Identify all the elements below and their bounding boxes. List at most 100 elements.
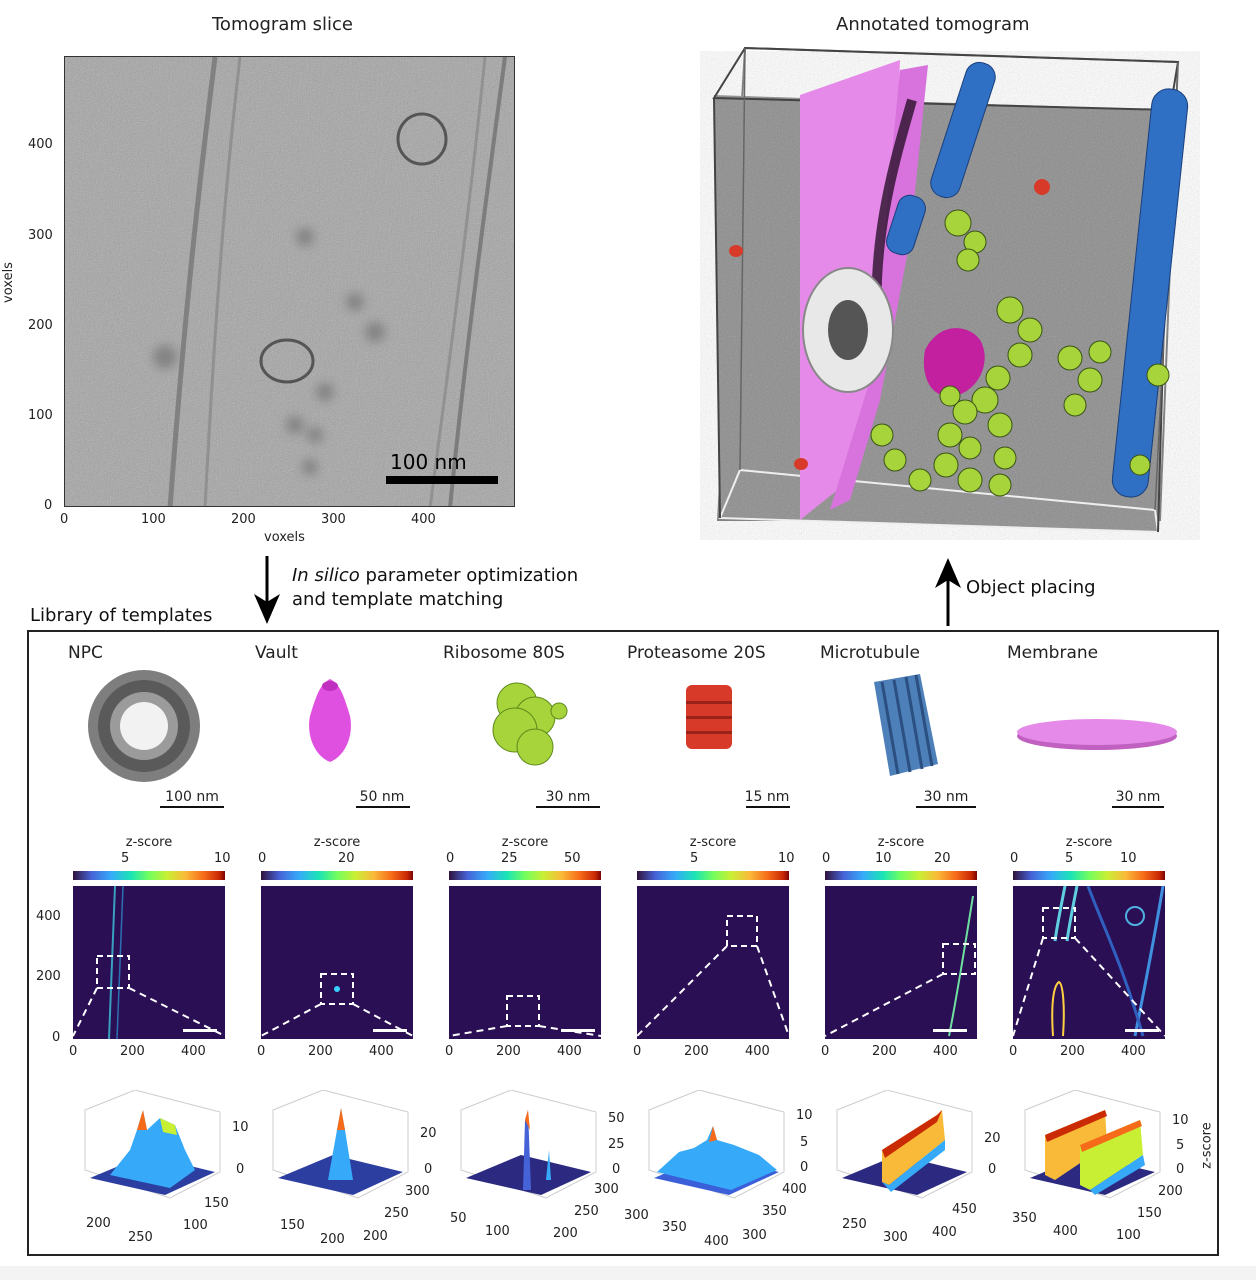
s3d-x-tick: 250 (842, 1217, 867, 1232)
optimization-text: parameter optimization (359, 565, 579, 586)
zmap-x-tick: 200 (684, 1044, 709, 1059)
tomogram-slice-image: 100 nm (64, 56, 515, 507)
template-name-proteasome: Proteasome 20S (627, 643, 766, 663)
zmap-x-tick: 400 (369, 1044, 394, 1059)
up-arrow (933, 556, 963, 626)
s3d-x-tick: 350 (662, 1220, 687, 1235)
s3d-y-tick: 100 (1116, 1228, 1141, 1243)
zscore-map-proteasome (637, 886, 789, 1039)
scale-label-ribosome: 30 nm (545, 789, 591, 805)
surface-plot-membrane (1015, 1089, 1165, 1200)
tomogram-slice-title: Tomogram slice (212, 14, 353, 35)
y-tick: 400 (28, 137, 53, 152)
zscore-label: z-score (125, 835, 173, 850)
s3d-z-tick: 5 (1176, 1138, 1185, 1153)
colorbar (261, 871, 413, 880)
s3d-y-tick: 200 (553, 1226, 578, 1241)
down-arrow (252, 556, 282, 626)
s3d-z-tick: 20 (984, 1131, 1001, 1146)
colorbar (449, 871, 601, 880)
colorbar (825, 871, 977, 880)
template-name-vault: Vault (255, 643, 298, 663)
cbar-tick: 5 (1065, 851, 1074, 866)
template-name-microtubule: Microtubule (820, 643, 920, 663)
cbar-tick: 10 (214, 851, 231, 866)
object-placing-label: Object placing (966, 577, 1096, 598)
cbar-tick: 10 (778, 851, 795, 866)
s3d-z-tick: 10 (232, 1120, 249, 1135)
template-name-ribosome: Ribosome 80S (443, 643, 565, 663)
s3d-x-tick: 50 (450, 1211, 467, 1226)
surface-plot-ribosome (451, 1089, 601, 1200)
template-matching-text: and template matching (292, 589, 504, 610)
s3d-z-tick: 0 (236, 1162, 245, 1177)
npc-template-render (78, 668, 208, 788)
x-axis-label: voxels (264, 530, 305, 545)
optimization-label: In silico parameter optimization and tem… (292, 564, 578, 612)
x-tick: 0 (60, 512, 69, 527)
s3d-z-tick: 0 (424, 1162, 433, 1177)
zmap-x-tick: 200 (496, 1044, 521, 1059)
s3d-y-tick: 250 (384, 1206, 409, 1221)
zscore-label: z-score (1065, 835, 1113, 850)
zmap-x-tick: 0 (1009, 1044, 1018, 1059)
colorbar (1013, 871, 1165, 880)
template-name-membrane: Membrane (1007, 643, 1099, 663)
s3d-y-tick: 450 (952, 1202, 977, 1217)
s3d-x-tick: 300 (624, 1208, 649, 1223)
zmap-x-tick: 400 (1121, 1044, 1146, 1059)
surface-plot-microtubule (827, 1089, 977, 1200)
zscore-map-membrane (1013, 886, 1165, 1039)
s3d-z-tick: 0 (1176, 1162, 1185, 1177)
s3d-z-tick: 10 (1172, 1113, 1189, 1128)
cbar-tick: 0 (258, 851, 267, 866)
zmap-x-tick: 0 (445, 1044, 454, 1059)
s3d-y-tick: 200 (1158, 1184, 1183, 1199)
s3d-x-tick: 100 (485, 1224, 510, 1239)
s3d-y-tick: 400 (782, 1182, 807, 1197)
colorbar (637, 871, 789, 880)
microtubule-template-render (860, 672, 950, 782)
in-silico-text: In silico (292, 565, 360, 586)
y-tick: 100 (28, 408, 53, 423)
scale-bar-npc (160, 806, 224, 808)
zmap-x-tick: 400 (557, 1044, 582, 1059)
cbar-tick: 50 (564, 851, 581, 866)
scale-bar-proteasome (746, 806, 790, 808)
y-tick: 0 (44, 498, 53, 513)
zmap-y-tick: 200 (36, 969, 61, 984)
ribosome-template-render (477, 675, 573, 775)
s3d-x-tick: 200 (320, 1232, 345, 1247)
proteasome-template-render (684, 683, 734, 751)
s3d-x-tick: 200 (86, 1216, 111, 1231)
zscore-map-ribosome (449, 886, 601, 1039)
s3d-z-tick: 20 (420, 1126, 437, 1141)
cbar-tick: 20 (338, 851, 355, 866)
zscore-label: z-score (501, 835, 549, 850)
s3d-z-tick: 0 (988, 1162, 997, 1177)
zmap-x-tick: 200 (120, 1044, 145, 1059)
zmap-y-tick: 0 (52, 1030, 61, 1045)
s3d-z-tick: 50 (608, 1111, 625, 1126)
zmap-x-tick: 0 (69, 1044, 78, 1059)
s3d-z-tick: 0 (612, 1162, 621, 1177)
y-tick: 300 (28, 228, 53, 243)
s3d-z-tick: 5 (800, 1135, 809, 1150)
scale-bar-label: 100 nm (390, 450, 467, 474)
s3d-y-tick: 300 (405, 1184, 430, 1199)
scale-bar-microtubule (916, 806, 976, 808)
zmap-x-tick: 0 (633, 1044, 642, 1059)
s3d-z-axis-label: z-score (1199, 1122, 1215, 1169)
x-tick: 100 (141, 512, 166, 527)
s3d-y-tick: 150 (1137, 1206, 1162, 1221)
zmap-x-tick: 400 (745, 1044, 770, 1059)
zscore-label: z-score (877, 835, 925, 850)
s3d-y-tick: 250 (574, 1204, 599, 1219)
s3d-y-tick: 400 (932, 1225, 957, 1240)
y-tick: 200 (28, 318, 53, 333)
zmap-x-tick: 0 (257, 1044, 266, 1059)
colorbar (73, 871, 225, 880)
s3d-x-tick: 400 (704, 1234, 729, 1249)
x-tick: 200 (231, 512, 256, 527)
cbar-tick: 25 (501, 851, 518, 866)
